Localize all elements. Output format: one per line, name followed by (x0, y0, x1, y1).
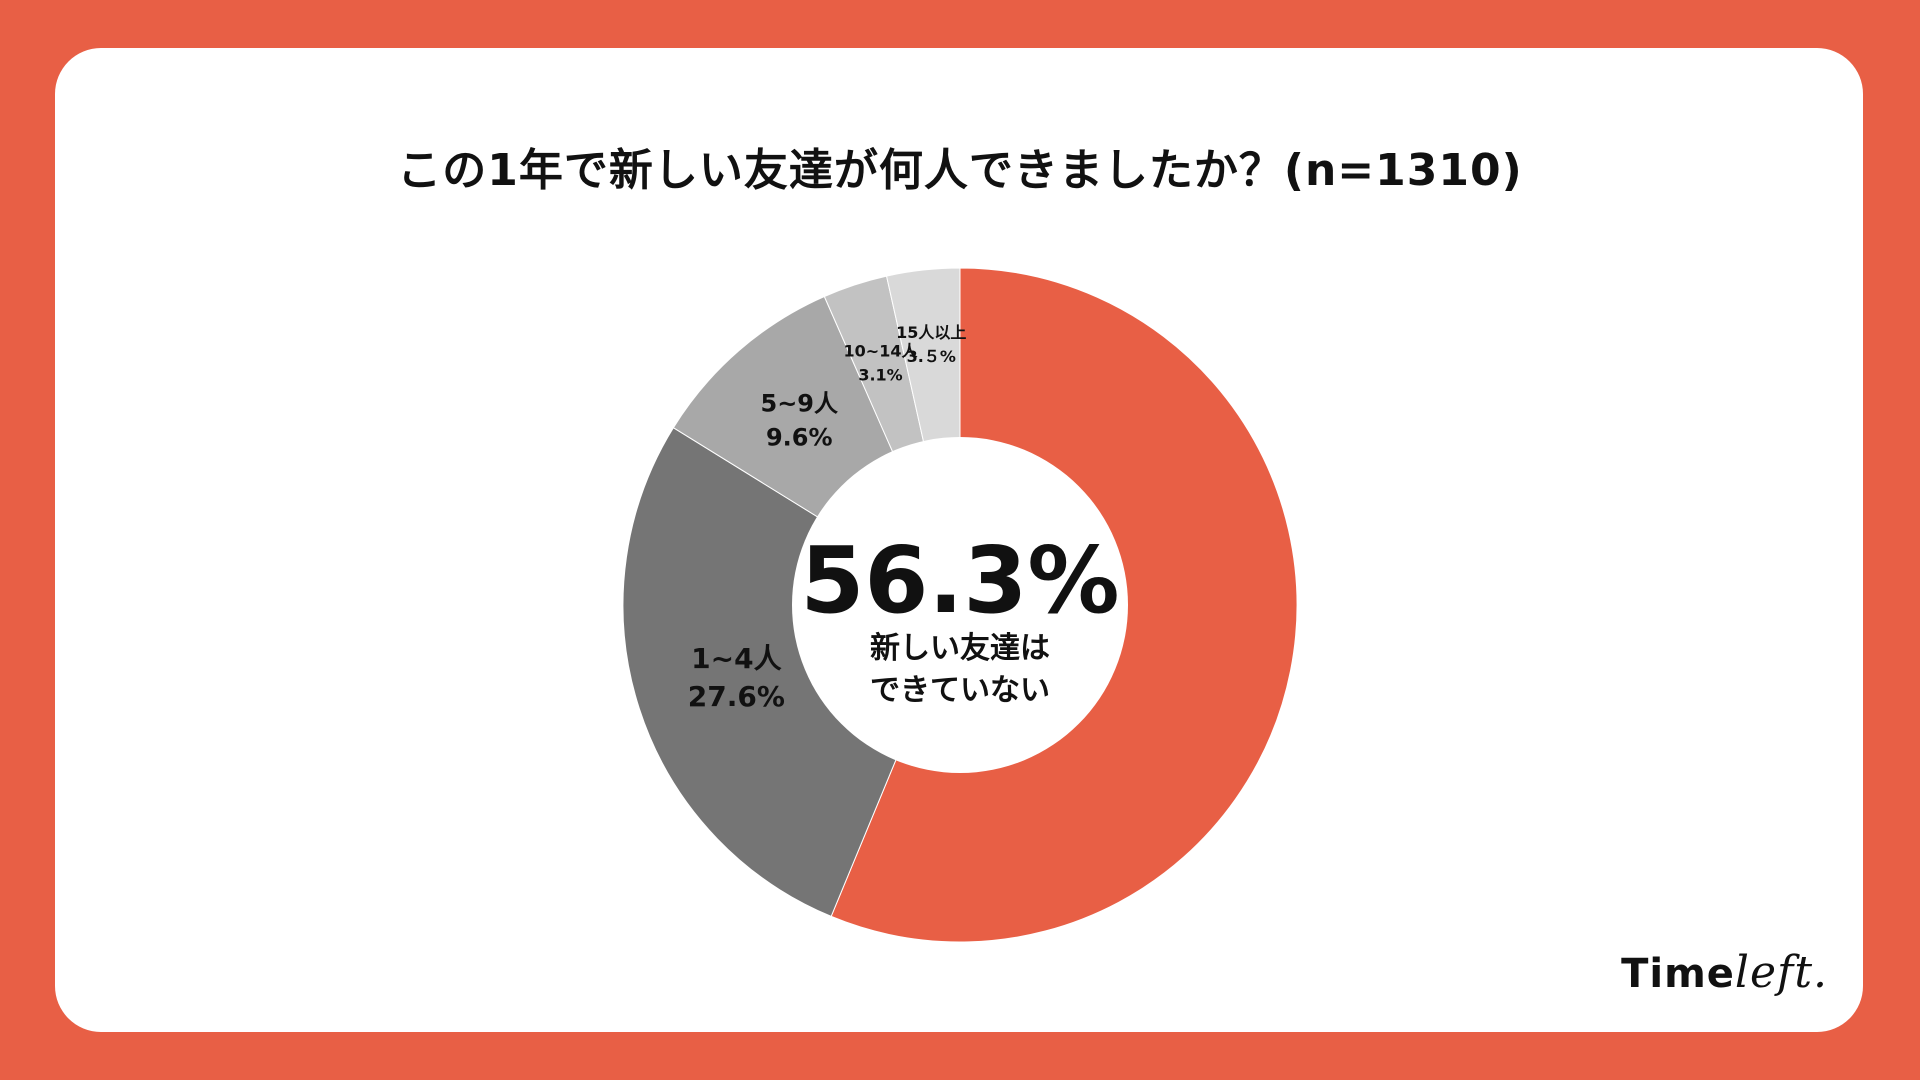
donut-hole (792, 437, 1128, 773)
timeleft-logo: Timeleft. (1621, 947, 1828, 998)
center-caption-line2: できていない (870, 673, 1050, 708)
logo-text-left: left. (1734, 947, 1828, 998)
center-caption-line1: 新しい友達は (870, 631, 1050, 666)
slice-1 (622, 427, 961, 918)
chart-title: この1年で新しい友達が何人できましたか？(n=1310) (397, 145, 1523, 196)
logo-text-time: Time (1621, 951, 1735, 997)
slice-value-1: 27.6% (688, 680, 785, 713)
slice-value-4: 3.５% (907, 347, 956, 366)
center-value: 56.3% (800, 527, 1119, 634)
slice-label-2: 5~9人 (761, 389, 839, 417)
slice-label-4: 15人以上 (896, 323, 966, 342)
slice-label-3: 10~14人 (844, 341, 919, 360)
slice-value-3: 3.1% (858, 365, 902, 384)
slice-value-2: 9.6% (766, 423, 833, 451)
slice-labels: 1~4人 27.6% 5~9人 9.6% 10~14人 3.1% 15人以上 3.５% (688, 323, 967, 713)
slice-label-1: 1~4人 (691, 642, 781, 675)
